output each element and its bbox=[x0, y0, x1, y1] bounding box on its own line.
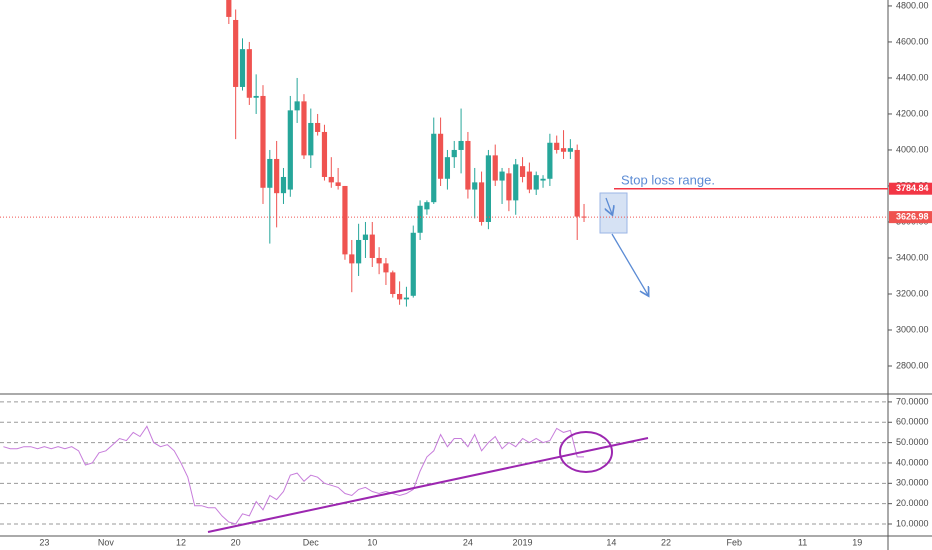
x-tick-label: 11 bbox=[798, 537, 807, 547]
candle-body bbox=[485, 155, 491, 222]
candle-body bbox=[349, 254, 355, 264]
x-tick-label: 20 bbox=[231, 537, 241, 547]
y-tick-label: 3000.00 bbox=[896, 324, 929, 334]
candle-body bbox=[335, 182, 341, 186]
candle-body bbox=[478, 182, 485, 222]
y-tick-label: 2800.00 bbox=[896, 360, 929, 370]
candle-body bbox=[239, 49, 246, 87]
candle-body bbox=[390, 272, 396, 294]
x-tick-label: 19 bbox=[852, 537, 862, 547]
y-tick-label: 4800.00 bbox=[896, 0, 929, 10]
candle-body bbox=[526, 171, 532, 190]
candle-body bbox=[328, 176, 334, 183]
candle-body bbox=[315, 122, 321, 132]
candle-body bbox=[397, 293, 403, 300]
candle-body bbox=[369, 234, 375, 258]
candle-body bbox=[342, 185, 348, 255]
x-tick-label: 10 bbox=[367, 537, 377, 547]
y-tick-label: 30.0000 bbox=[896, 478, 929, 488]
candle-body bbox=[458, 140, 464, 150]
y-tick-label: 10.0000 bbox=[896, 518, 929, 528]
candle-body bbox=[267, 158, 273, 188]
candle-body bbox=[431, 133, 437, 203]
candle-body bbox=[233, 19, 239, 87]
candle-body bbox=[321, 131, 328, 177]
y-tick-label: 3200.00 bbox=[896, 288, 929, 298]
y-tick-label: 3400.00 bbox=[896, 252, 929, 262]
candle-body bbox=[417, 205, 423, 233]
y-tick-label: 50.0000 bbox=[896, 437, 929, 447]
y-tick-label: 4200.00 bbox=[896, 108, 929, 118]
y-tick-label: 40.0000 bbox=[896, 457, 929, 467]
candle-body bbox=[574, 149, 580, 217]
candle-body bbox=[280, 176, 287, 194]
candle-body bbox=[253, 95, 259, 98]
x-tick-label: Dec bbox=[303, 537, 320, 547]
price-label: 3784.84 bbox=[896, 183, 929, 193]
candle-body bbox=[287, 110, 293, 190]
candle-body bbox=[567, 148, 573, 152]
annotation: Stop loss range. bbox=[621, 172, 715, 187]
x-tick-label: 12 bbox=[176, 537, 186, 547]
rsi-pane bbox=[0, 401, 888, 525]
x-tick-label: Feb bbox=[727, 537, 743, 547]
y-tick-label: 20.0000 bbox=[896, 498, 929, 508]
candle-body bbox=[356, 239, 362, 264]
candle-body bbox=[506, 173, 512, 201]
arrow bbox=[611, 233, 648, 295]
price-label-box bbox=[889, 182, 932, 195]
arrow bbox=[606, 197, 612, 214]
y-tick-label: 60.0000 bbox=[896, 417, 929, 427]
price-label: 3626.98 bbox=[896, 211, 929, 221]
candle-body bbox=[362, 234, 369, 240]
candle-body bbox=[444, 157, 451, 179]
x-tick-label: 24 bbox=[463, 537, 473, 547]
candle-body bbox=[472, 182, 478, 190]
candle-body bbox=[554, 142, 560, 150]
candle-body bbox=[301, 101, 307, 156]
rsi-line bbox=[3, 425, 584, 525]
stop-loss-box bbox=[599, 192, 628, 234]
highlight-circle bbox=[559, 431, 613, 473]
candle-body bbox=[376, 257, 382, 264]
x-tick-label: 23 bbox=[39, 537, 49, 547]
candle-body bbox=[260, 95, 266, 188]
candle-body bbox=[519, 166, 526, 177]
x-tick-label: Nov bbox=[98, 537, 115, 547]
candle-body bbox=[410, 232, 416, 296]
candle-body bbox=[581, 216, 587, 218]
trend-line bbox=[207, 437, 649, 533]
y-tick-label: 70.0000 bbox=[896, 396, 929, 406]
candle-body bbox=[226, 0, 232, 17]
candle-body bbox=[533, 175, 539, 190]
candle-body bbox=[246, 49, 252, 98]
y-tick-label: 4000.00 bbox=[896, 144, 929, 154]
x-tick-label: 14 bbox=[606, 537, 616, 547]
candle-body bbox=[513, 164, 519, 201]
candle-body bbox=[451, 149, 457, 158]
candle-body bbox=[294, 101, 300, 111]
candle-body bbox=[308, 122, 314, 156]
y-tick-label: 4600.00 bbox=[896, 36, 929, 46]
x-tick-label: 2019 bbox=[513, 537, 533, 547]
candle-body bbox=[274, 158, 280, 194]
candle-body bbox=[403, 297, 410, 300]
price-pane bbox=[226, 0, 587, 307]
y-tick-label: 4400.00 bbox=[896, 72, 929, 82]
candle-body bbox=[499, 171, 505, 181]
candle-body bbox=[383, 263, 389, 273]
price-label-box bbox=[889, 211, 932, 224]
candle-body bbox=[465, 140, 471, 190]
candle-body bbox=[560, 148, 567, 152]
candle-body bbox=[492, 155, 498, 181]
candle-body bbox=[437, 133, 444, 179]
candle-body bbox=[547, 142, 553, 179]
x-tick-label: 22 bbox=[661, 537, 671, 547]
candle-body bbox=[540, 178, 546, 181]
candle-body bbox=[424, 202, 430, 210]
